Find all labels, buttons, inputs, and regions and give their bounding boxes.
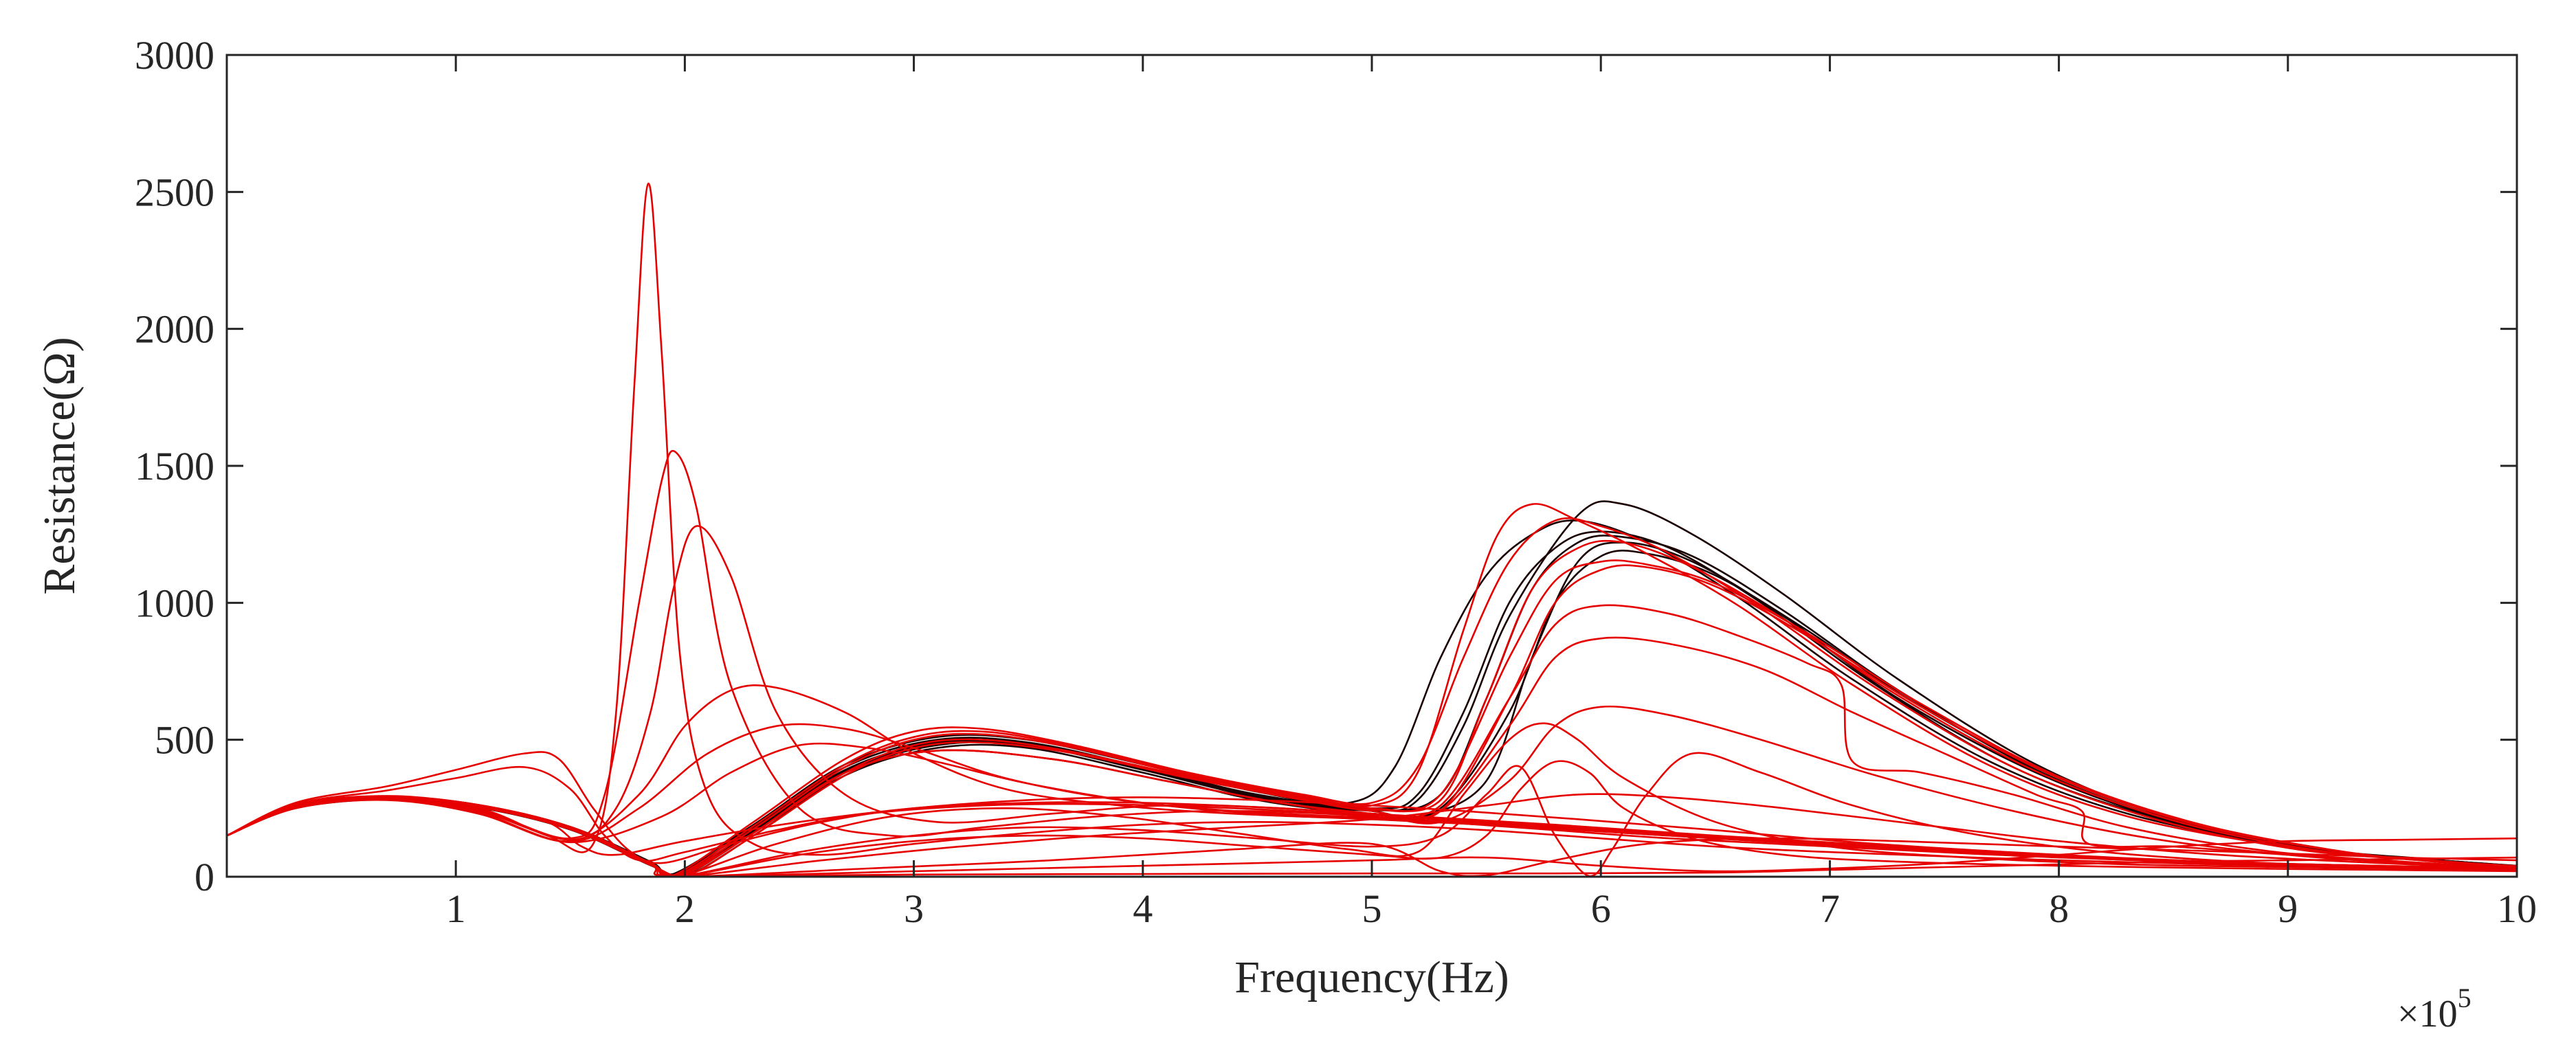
y-tick-label: 1000 [135,581,214,625]
y-tick-label: 2000 [135,307,214,352]
x-axis-multiplier-base: ×10 [2397,993,2458,1035]
y-tick-label: 500 [155,718,214,763]
y-tick-label: 0 [195,855,214,899]
x-axis-title: Frequency(Hz) [1234,952,1509,1002]
y-tick-label: 3000 [135,33,214,78]
series-line-red-low-flat [226,798,2518,877]
series-line-red-peak-2530 [226,183,2518,870]
x-tick-label: 10 [2497,886,2537,931]
x-tick-label: 1 [446,886,466,931]
series-line-red-early-400 [226,765,2518,870]
x-tick-label: 5 [1362,886,1382,931]
x-tick-label: 9 [2278,886,2298,931]
y-tick-label: 1500 [135,444,214,489]
series-group [226,183,2518,878]
y-axis-title: Resistance(Ω) [34,337,85,594]
x-axis-multiplier-exponent: 5 [2458,983,2472,1013]
plot-area-frame [225,54,2518,878]
x-tick-label: 8 [2049,886,2069,931]
x-axis-multiplier: ×105 [2397,983,2472,1035]
x-tick-label: 2 [675,886,695,931]
x-tick-label: 4 [1133,886,1153,931]
x-tick-label: 7 [1820,886,1840,931]
x-tick-label: 6 [1591,886,1611,931]
y-tick-label: 2500 [135,170,214,214]
x-tick-label: 3 [904,886,924,931]
tick-labels: 1 2 3 4 5 6 7 8 9 10 0 500 1000 1500 2000 2500 3000 [135,33,2537,931]
